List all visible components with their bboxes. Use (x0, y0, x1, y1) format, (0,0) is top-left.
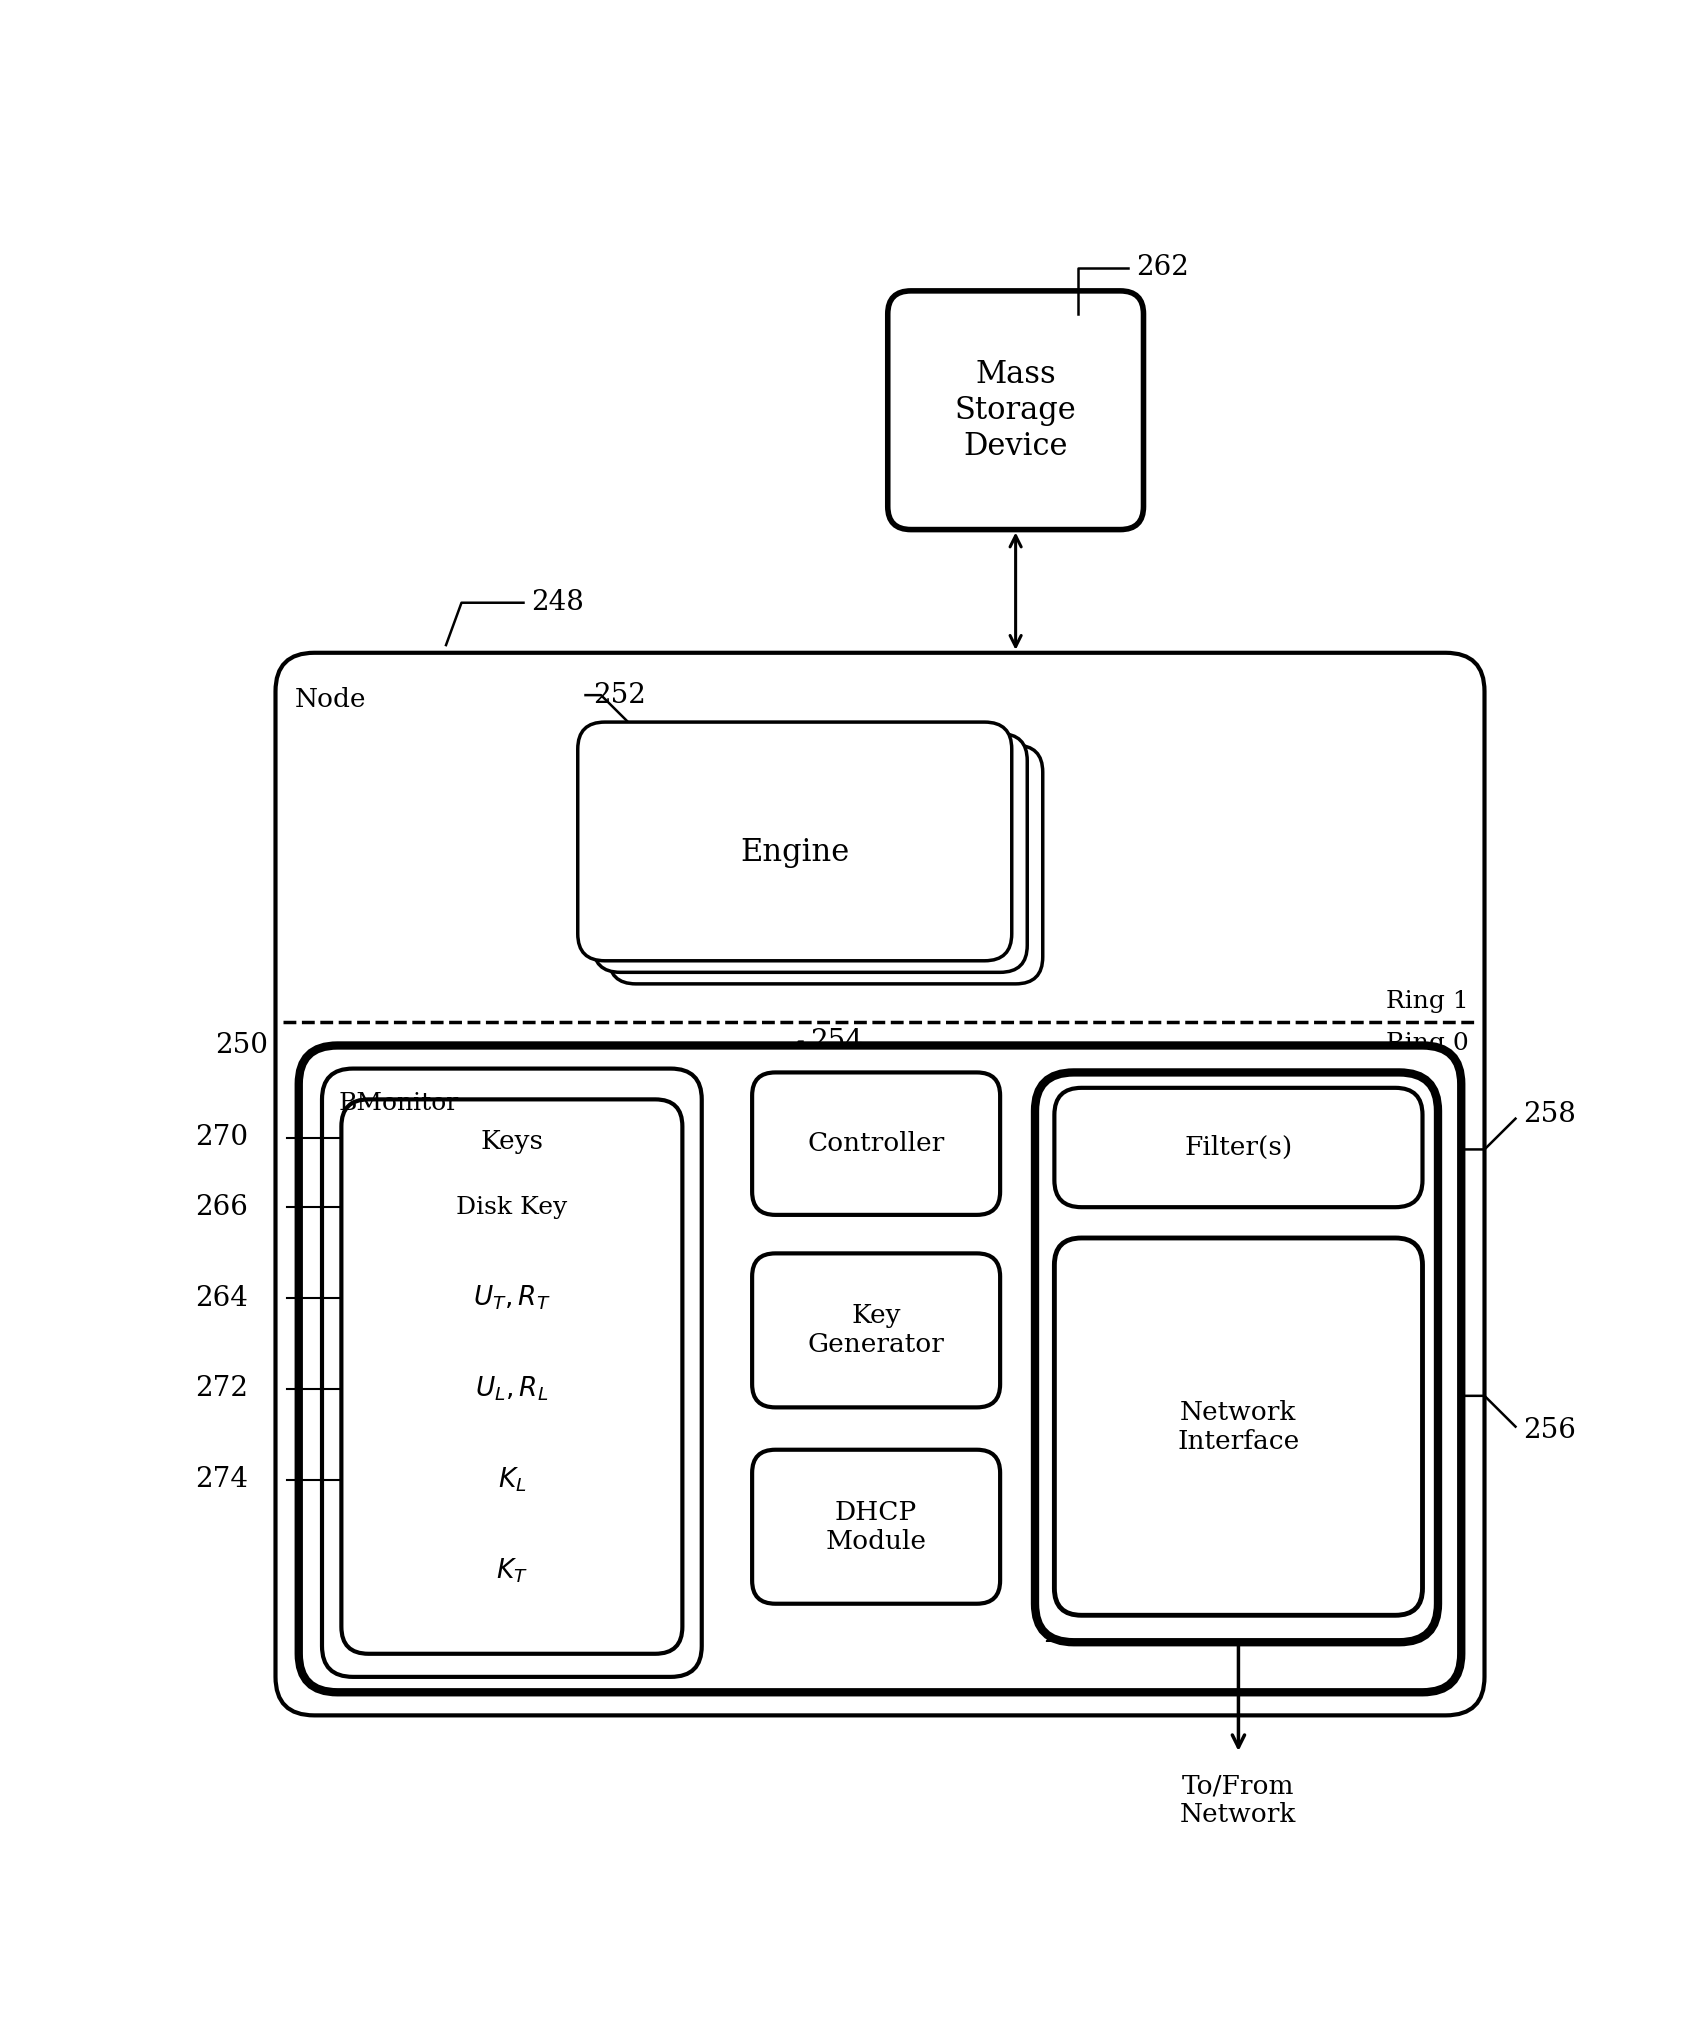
FancyBboxPatch shape (608, 744, 1043, 985)
Text: Ring 1: Ring 1 (1386, 991, 1468, 1013)
FancyBboxPatch shape (369, 1450, 655, 1511)
FancyBboxPatch shape (751, 1073, 1000, 1215)
FancyBboxPatch shape (888, 292, 1142, 530)
Text: Disk Key: Disk Key (456, 1195, 567, 1219)
Text: To/From
Network: To/From Network (1180, 1774, 1296, 1827)
Text: BMonitor: BMonitor (340, 1091, 459, 1115)
Text: 274: 274 (195, 1466, 248, 1493)
FancyBboxPatch shape (369, 1268, 655, 1329)
Text: Ring 0: Ring 0 (1386, 1032, 1468, 1054)
Text: 250: 250 (215, 1032, 268, 1058)
Text: $U_T,R_T$: $U_T,R_T$ (473, 1285, 550, 1313)
FancyBboxPatch shape (369, 1539, 655, 1601)
FancyBboxPatch shape (369, 1358, 655, 1419)
Text: $U_L,R_L$: $U_L,R_L$ (475, 1374, 548, 1403)
Text: 262: 262 (1135, 255, 1188, 281)
FancyBboxPatch shape (323, 1068, 702, 1676)
Text: 260: 260 (1043, 1621, 1096, 1648)
Text: 266: 266 (195, 1193, 248, 1221)
Text: $K_T$: $K_T$ (495, 1556, 527, 1584)
Text: 254: 254 (809, 1028, 862, 1054)
FancyBboxPatch shape (1053, 1089, 1422, 1207)
Text: Controller: Controller (807, 1132, 944, 1156)
FancyBboxPatch shape (341, 1099, 683, 1654)
FancyBboxPatch shape (1053, 1238, 1422, 1615)
Text: 270: 270 (195, 1123, 248, 1152)
Text: 248: 248 (531, 589, 584, 616)
Text: 268: 268 (1043, 1405, 1094, 1433)
Text: Keys: Keys (480, 1130, 543, 1154)
FancyBboxPatch shape (275, 652, 1483, 1715)
FancyBboxPatch shape (751, 1450, 1000, 1605)
Text: Node: Node (295, 687, 367, 712)
Text: Mass
Storage
Device: Mass Storage Device (954, 359, 1075, 461)
Text: Filter(s): Filter(s) (1183, 1136, 1292, 1160)
FancyBboxPatch shape (751, 1254, 1000, 1407)
FancyBboxPatch shape (577, 722, 1011, 960)
Text: DHCP
Module: DHCP Module (824, 1501, 927, 1554)
FancyBboxPatch shape (369, 1177, 655, 1238)
Text: $K_L$: $K_L$ (497, 1466, 526, 1495)
Text: 256: 256 (1523, 1417, 1576, 1444)
Text: Key
Generator: Key Generator (807, 1303, 944, 1358)
FancyBboxPatch shape (1034, 1073, 1437, 1641)
Text: 272: 272 (195, 1376, 248, 1403)
Text: Network
Interface: Network Interface (1176, 1399, 1299, 1454)
Text: 258: 258 (1523, 1101, 1576, 1128)
FancyBboxPatch shape (299, 1046, 1461, 1692)
Text: 252: 252 (592, 681, 645, 710)
Text: 264: 264 (195, 1285, 248, 1311)
Text: Engine: Engine (739, 838, 848, 869)
FancyBboxPatch shape (592, 734, 1026, 973)
